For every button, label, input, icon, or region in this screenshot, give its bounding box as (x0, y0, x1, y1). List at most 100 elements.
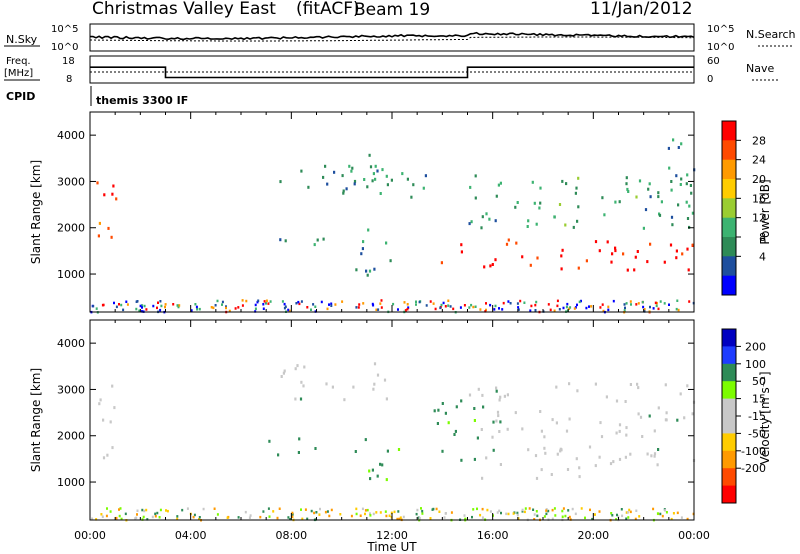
colorbar-tick-label: 20 (752, 173, 766, 186)
noise-cell (415, 512, 418, 516)
echo-cell (499, 463, 502, 466)
noise-cell (521, 510, 524, 513)
noise-cell (553, 309, 556, 312)
velocity-colorbar-label: Velocity [m s⁻¹] (758, 371, 772, 464)
noise-cell (601, 303, 604, 306)
nsky-right-tick-top: 10^5 (707, 24, 734, 35)
echo-cell (386, 449, 389, 453)
noise-cell (226, 516, 229, 519)
echo-cell (507, 238, 510, 242)
noise-cell (115, 305, 118, 309)
noise-cell (310, 308, 312, 311)
noise-cell (393, 510, 396, 514)
echo-cell (667, 146, 670, 150)
noise-cell (591, 517, 594, 521)
power-colorbar-label: Power [dB] (758, 179, 772, 244)
noise-cell (221, 303, 223, 306)
noise-cell (626, 511, 629, 514)
echo-cell (96, 181, 99, 185)
noise-cell (585, 306, 588, 310)
echo-cell (345, 187, 348, 191)
echo-cell (322, 175, 325, 179)
noise-cell (584, 516, 586, 520)
velocity-colorbar: 200 100 50 15 -15 -50 -100 -200 (721, 328, 766, 504)
echo-cell (410, 195, 413, 199)
nave-right-tick-top: 60 (707, 56, 720, 67)
noise-cell (567, 509, 570, 512)
noise-cell (580, 507, 583, 510)
y-tick-label: 2000 (57, 222, 85, 235)
echo-cell (369, 165, 373, 169)
noise-cell (507, 300, 510, 303)
echo-cell (374, 164, 377, 168)
nsky-right-tick-bottom: 10^0 (707, 42, 734, 53)
noise-cell (569, 306, 572, 309)
echo-cell (642, 226, 645, 230)
y-tick-label: 4000 (57, 129, 85, 142)
noise-cell (621, 514, 624, 518)
echo-cell (601, 196, 604, 200)
echo-cell (637, 386, 640, 390)
echo-cell (686, 384, 689, 388)
echo-cell (534, 454, 538, 458)
colorbar-tick-label: -100 (741, 445, 766, 458)
noise-cell (655, 301, 658, 305)
colorbar-swatch (722, 237, 736, 257)
echo-cell (543, 446, 546, 450)
colorbar-swatch (722, 381, 736, 400)
echo-cell (366, 185, 369, 189)
echo-cell (551, 418, 554, 422)
noise-cell (295, 302, 298, 305)
echo-cell (540, 468, 543, 472)
noise-cell (637, 302, 640, 305)
echo-cell (686, 247, 689, 251)
echo-cell (576, 389, 579, 393)
noise-cell (464, 517, 467, 521)
noise-cell (407, 306, 410, 309)
noise-cell (364, 512, 366, 516)
noise-cell (291, 513, 294, 516)
echo-cell (488, 217, 491, 221)
noise-cell (444, 305, 447, 308)
noise-cell (421, 509, 424, 513)
echo-cell (355, 268, 358, 272)
noise-cell (468, 306, 471, 309)
colorbar-tick-label: 15 (752, 393, 766, 406)
echo-cell (470, 220, 473, 224)
echo-cell (568, 417, 571, 421)
noise-cell (627, 516, 630, 519)
echo-cell (473, 457, 476, 461)
noise-cell (176, 517, 179, 521)
noise-cell (432, 507, 435, 511)
x-tick-label: 16:00 (477, 529, 509, 542)
colorbar-swatch (722, 398, 736, 417)
noise-cell (154, 515, 157, 518)
noise-cell (267, 507, 270, 510)
noise-cell (450, 511, 453, 514)
noise-cell (519, 299, 522, 303)
colorbar-swatch (722, 416, 736, 434)
noise-cell (115, 516, 118, 520)
echo-cell (477, 387, 480, 391)
noise-cell (355, 512, 358, 516)
power-panel: 1000 2000 3000 4000 Slant Range [km] (29, 111, 696, 314)
echo-cell (657, 195, 660, 199)
echo-cell (366, 273, 369, 277)
echo-cell (653, 429, 656, 433)
echo-cell (480, 428, 483, 431)
noise-cell (397, 308, 399, 311)
nsky-left-tick-bottom: 10^0 (51, 42, 78, 53)
noise-cell (379, 302, 382, 305)
noise-cell (359, 514, 362, 517)
echo-cell (333, 170, 336, 174)
echo-cell (658, 213, 662, 217)
echo-cell (350, 169, 353, 173)
echo-cell (614, 246, 617, 250)
noise-cell (304, 508, 307, 511)
noise-cell (267, 302, 270, 305)
echo-cell (670, 188, 673, 192)
noise-cell (109, 510, 112, 513)
cpid-text: themis 3300 IF (96, 94, 188, 107)
noise-cell (403, 301, 406, 304)
noise-cell (298, 302, 301, 306)
